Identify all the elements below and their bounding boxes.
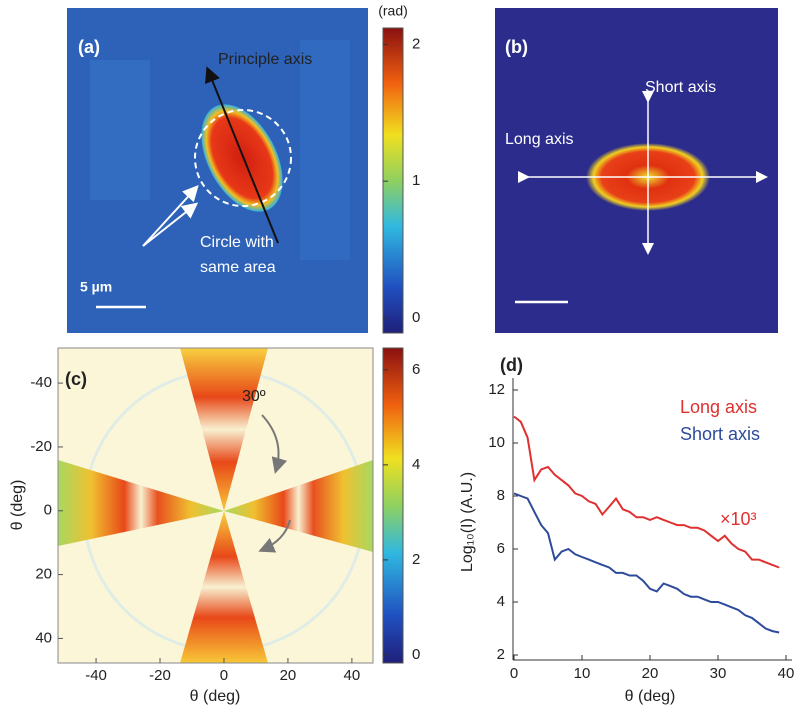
- panel-b: (b) Short axis Long axis: [495, 8, 778, 333]
- x-axis-label: θ (deg): [625, 688, 676, 705]
- pointer: [142, 202, 199, 247]
- wedge: [224, 460, 373, 552]
- x-tick-label: 0: [220, 667, 228, 684]
- angle-arrow: [261, 414, 288, 474]
- y-tick-label: 4: [497, 593, 505, 610]
- colorbar-label: (rad): [378, 3, 408, 19]
- x-tick-label: 10: [574, 665, 591, 682]
- y-tick-label: 20: [35, 566, 52, 583]
- annotation: ×10³: [720, 509, 757, 529]
- annotation: Short axis: [645, 79, 716, 96]
- annotation: Long axis: [505, 131, 574, 148]
- y-tick-label: 6: [497, 540, 505, 557]
- annotation: same area: [200, 259, 276, 276]
- panel-a: (a) Principle axis Circle with same area…: [67, 3, 408, 334]
- panel-label: (c): [65, 369, 87, 389]
- colorbar: [382, 347, 404, 664]
- annotation: Principle axis: [218, 51, 312, 68]
- colorbar-tick-label: 4: [412, 456, 420, 473]
- colorbar-tick-label: 2: [412, 551, 420, 568]
- x-tick-label: -20: [149, 667, 171, 684]
- wedge: [58, 460, 224, 546]
- panel-label: (b): [505, 37, 528, 57]
- x-tick-label: 30: [710, 665, 727, 682]
- colorbar-tick-label: 1: [412, 172, 420, 189]
- y-tick-label: 8: [497, 487, 505, 504]
- series-line: [513, 415, 780, 569]
- colorbar-tick-label: 0: [412, 309, 420, 326]
- principle-axis: [205, 66, 279, 244]
- x-axis-label: θ (deg): [190, 688, 241, 705]
- equal-area-circle: [194, 109, 292, 207]
- x-tick-label: 20: [642, 665, 659, 682]
- frame: [57, 347, 374, 664]
- colorbar: [382, 27, 404, 334]
- x-tick-label: -40: [85, 667, 107, 684]
- annotation: Circle with: [200, 234, 274, 251]
- wedge: [180, 348, 268, 511]
- y-axis-label: θ (deg): [9, 480, 26, 531]
- y-tick-label: 10: [488, 434, 505, 451]
- cell-blob: [201, 104, 283, 212]
- y-tick-label: 0: [44, 502, 52, 519]
- texture: [90, 60, 150, 200]
- pointer: [142, 185, 199, 247]
- y-tick-label: 12: [488, 381, 505, 398]
- wedge: [180, 511, 268, 663]
- panel-label: (a): [78, 37, 100, 57]
- legend-entry: Long axis: [680, 397, 757, 417]
- scale-label: 5 µm: [80, 279, 112, 295]
- y-tick-label: 40: [35, 629, 52, 646]
- legend-entry: Short axis: [680, 424, 760, 444]
- colorbar-tick-label: 0: [412, 646, 420, 663]
- colorbar-tick-label: 2: [412, 35, 420, 52]
- texture: [300, 40, 350, 260]
- angle-arrow: [258, 519, 291, 553]
- series-line: [513, 492, 780, 634]
- y-tick-label: -20: [30, 438, 52, 455]
- panel-d: (d) ×10³ θ (deg) Log₁₀(I) (A.U.): [459, 355, 792, 705]
- y-tick-label: 2: [497, 646, 505, 663]
- y-axis-label: Log₁₀(I) (A.U.): [459, 472, 476, 572]
- panel-label: (d): [500, 355, 523, 375]
- panel-c: (c) 30º θ (deg) θ (deg): [9, 347, 404, 705]
- x-tick-label: 0: [510, 665, 518, 682]
- x-tick-label: 20: [280, 667, 297, 684]
- x-tick-label: 40: [344, 667, 361, 684]
- annotation: 30º: [242, 388, 266, 405]
- y-tick-label: -40: [30, 374, 52, 391]
- x-tick-label: 40: [778, 665, 795, 682]
- colorbar-tick-label: 6: [412, 361, 420, 378]
